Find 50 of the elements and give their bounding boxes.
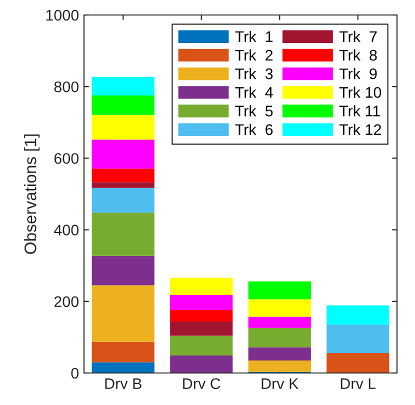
x-tick-label: Drv C: [183, 378, 220, 390]
y-tick-label: 400: [54, 224, 79, 236]
legend-label: Trk 10: [339, 86, 382, 98]
bar: [248, 281, 311, 300]
legend-label: Trk 11: [339, 105, 380, 116]
bar: [170, 321, 233, 336]
bar: [248, 316, 311, 328]
y-axis-title: Observations [1]: [24, 134, 40, 254]
bar: [248, 347, 311, 360]
bar: [92, 168, 154, 182]
y-tick-label: 800: [54, 81, 79, 92]
legend-label: Trk 6: [235, 124, 273, 136]
bar: [326, 352, 390, 373]
legend-label: Trk 1: [235, 30, 273, 42]
bar: [92, 96, 154, 115]
bar: [92, 362, 154, 373]
legend-label: Trk 8: [339, 49, 377, 61]
legend-label: Trk 4: [235, 86, 273, 98]
x-tick-label: Drv K: [262, 378, 299, 389]
bar: [92, 342, 154, 362]
bar: [326, 324, 390, 353]
bar: [326, 305, 390, 325]
bar: [92, 76, 154, 96]
bar: [248, 328, 311, 348]
bar: [170, 294, 233, 310]
bar: [92, 256, 154, 286]
bar: [92, 188, 154, 213]
legend-label: Trk 3: [235, 68, 273, 80]
legend-label: Trk 7: [339, 30, 377, 42]
bar: [170, 355, 233, 373]
legend-label: Trk 5: [235, 105, 273, 116]
bar: [170, 278, 233, 295]
y-tick-label: 600: [54, 153, 79, 164]
bar: [248, 299, 311, 317]
bar: [92, 212, 154, 256]
bar: [92, 140, 154, 169]
x-tick-label: Drv B: [105, 378, 142, 389]
y-tick-label: 200: [54, 296, 79, 308]
bar: [92, 114, 154, 140]
legend-label: Trk 9: [339, 68, 377, 80]
bar: [92, 285, 154, 342]
bar: [92, 182, 154, 188]
y-tick-label: 0: [71, 368, 79, 379]
bar: [170, 310, 233, 322]
y-tick-label: 1000: [46, 10, 79, 21]
legend-label: Trk 12: [339, 124, 381, 135]
x-tick-label: Drv L: [340, 378, 376, 389]
legend-label: Trk 2: [235, 49, 273, 60]
bar: [170, 336, 233, 356]
bar: [248, 360, 311, 372]
